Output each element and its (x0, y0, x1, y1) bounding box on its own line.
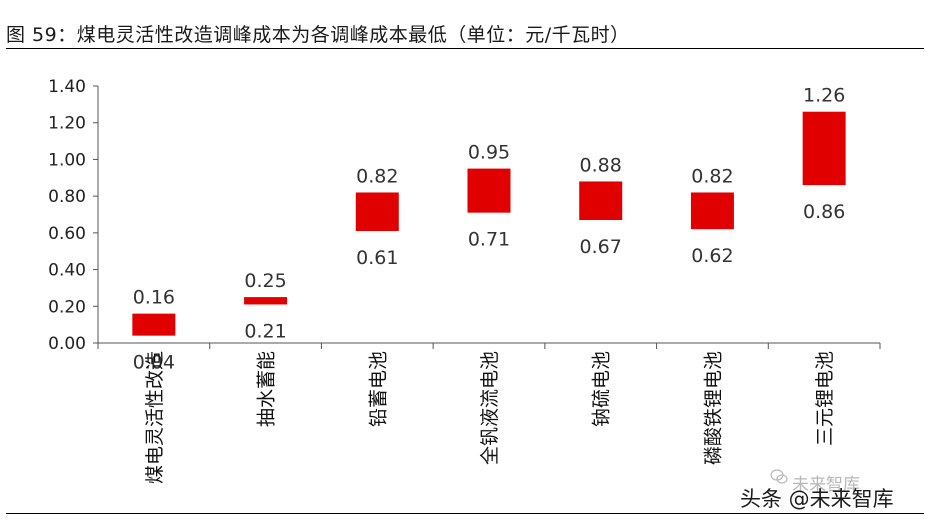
bar (244, 297, 288, 305)
y-tick-label: 0.20 (48, 297, 86, 317)
low-label: 0.71 (468, 229, 510, 251)
category-label: 磷酸铁锂电池 (702, 351, 724, 465)
bar (690, 192, 734, 230)
category-label: 煤电灵活性改造 (144, 351, 166, 484)
low-label: 0.61 (356, 247, 398, 269)
low-label: 0.21 (244, 320, 286, 342)
category-label: 抽水蓄能 (256, 351, 278, 427)
title-rule (6, 48, 924, 49)
category-labels: 煤电灵活性改造 抽水蓄能 铅蓄电池 全钒液流电池 钠硫电池 磷酸铁锂电池 三元锂电池 (144, 351, 836, 484)
wechat-icon (770, 469, 788, 484)
low-label: 0.04 (133, 352, 175, 374)
y-axis: 0.00 0.20 0.40 0.60 0.80 1.00 1.20 1.40 (48, 77, 99, 354)
low-label: 0.62 (691, 245, 733, 267)
y-tick-label: 1.40 (48, 77, 86, 97)
high-label: 0.88 (580, 154, 622, 176)
category-label: 铅蓄电池 (367, 351, 389, 427)
low-label: 0.86 (803, 201, 845, 223)
bar (802, 111, 846, 186)
bars (132, 111, 846, 336)
bar (467, 168, 511, 213)
bar (355, 192, 399, 232)
low-label: 0.67 (580, 236, 622, 258)
category-label: 钠硫电池 (591, 351, 613, 427)
high-label: 0.25 (244, 270, 286, 292)
high-label: 1.26 (803, 85, 845, 107)
high-label: 0.82 (691, 165, 733, 187)
y-tick-label: 1.20 (48, 114, 86, 134)
bar (579, 181, 623, 221)
y-tick-label: 0.80 (48, 187, 86, 207)
y-tick-label: 0.40 (48, 261, 86, 281)
high-label: 0.16 (133, 287, 175, 309)
bottom-rule (6, 513, 924, 514)
y-tick-label: 1.00 (48, 150, 86, 170)
watermark-line-1: 未来智库 (792, 475, 860, 495)
x-axis (97, 342, 881, 349)
page-title: 图 59：煤电灵活性改造调峰成本为各调峰成本最低（单位：元/千瓦时） (6, 24, 630, 46)
data-labels: 0.16 0.04 0.25 0.21 0.82 0.61 0.95 0.71 0.88 0.67… (133, 85, 846, 374)
y-tick-label: 0.00 (48, 334, 86, 354)
y-tick-label: 0.60 (48, 224, 86, 244)
bar (132, 313, 176, 336)
category-label: 全钒液流电池 (479, 351, 501, 465)
category-label: 三元锂电池 (814, 351, 836, 446)
high-label: 0.95 (468, 142, 510, 164)
watermark-line-2: 头条 @未来智库 (740, 487, 894, 511)
high-label: 0.82 (356, 165, 398, 187)
